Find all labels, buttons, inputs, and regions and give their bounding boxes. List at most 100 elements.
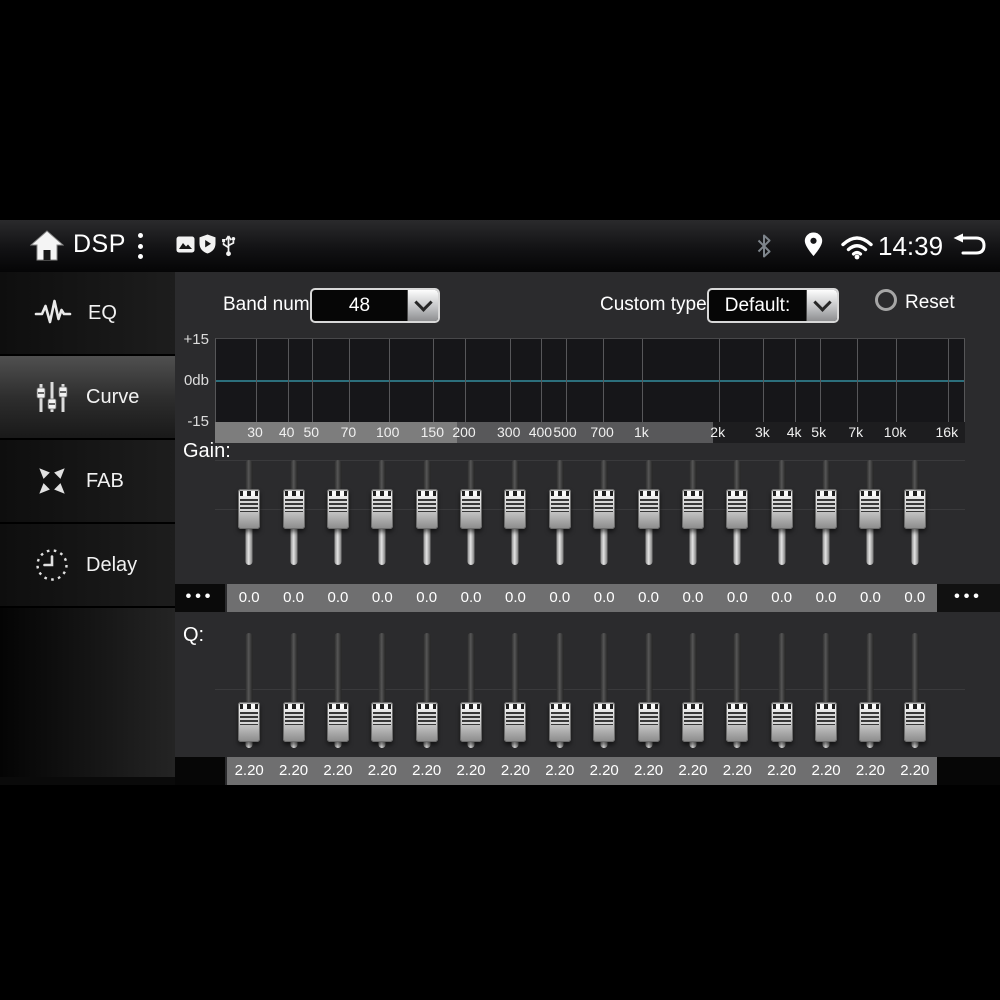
slider-thumb[interactable] [726, 702, 749, 742]
gain-slider-16[interactable] [893, 454, 937, 570]
slider-thumb[interactable] [859, 702, 882, 742]
slider-track-upper [645, 633, 653, 722]
gain-slider-6[interactable] [449, 454, 493, 570]
reset-label[interactable]: Reset [905, 292, 955, 313]
gain-slider-12[interactable] [715, 454, 759, 570]
custom-type-dropdown[interactable]: Default: [707, 288, 839, 323]
slider-thumb[interactable] [326, 489, 349, 529]
gain-slider-11[interactable] [671, 454, 715, 570]
sidebar-item-eq[interactable]: EQ [0, 272, 175, 356]
gain-overflow-left-button[interactable]: ••• [175, 584, 225, 612]
gain-overflow-right-button[interactable]: ••• [937, 584, 1000, 612]
gain-slider-13[interactable] [760, 454, 804, 570]
band-num-label: Band num: [223, 294, 315, 315]
q-slider-6[interactable] [449, 630, 493, 750]
slider-thumb[interactable] [903, 702, 926, 742]
slider-thumb[interactable] [681, 702, 704, 742]
gain-value-10: 0.0 [638, 589, 659, 606]
slider-thumb[interactable] [504, 489, 527, 529]
slider-thumb[interactable] [326, 702, 349, 742]
slider-thumb[interactable] [637, 702, 660, 742]
more-vertical-icon[interactable] [137, 233, 143, 259]
chevron-down-icon[interactable] [407, 290, 438, 321]
q-slider-2[interactable] [271, 630, 315, 750]
q-slider-12[interactable] [715, 630, 759, 750]
slider-track-lower [733, 509, 741, 565]
slider-track-upper [778, 460, 786, 509]
slider-thumb[interactable] [238, 489, 261, 529]
freq-gridline [603, 339, 605, 422]
freq-tick-label: 40 [278, 424, 295, 440]
slider-track-upper [866, 633, 874, 722]
chevron-down-icon[interactable] [806, 290, 837, 321]
q-slider-11[interactable] [671, 630, 715, 750]
slider-track-lower [290, 509, 298, 565]
q-value-7: 2.20 [500, 762, 531, 779]
q-slider-5[interactable] [405, 630, 449, 750]
q-slider-16[interactable] [893, 630, 937, 750]
slider-thumb[interactable] [859, 489, 882, 529]
gain-slider-9[interactable] [582, 454, 626, 570]
slider-thumb[interactable] [415, 702, 438, 742]
slider-thumb[interactable] [548, 489, 571, 529]
gain-slider-4[interactable] [360, 454, 404, 570]
home-icon[interactable] [30, 230, 64, 261]
slider-thumb[interactable] [815, 702, 838, 742]
slider-thumb[interactable] [415, 489, 438, 529]
gain-sliders [227, 454, 937, 570]
q-slider-8[interactable] [538, 630, 582, 750]
sidebar-item-fab[interactable]: FAB [0, 440, 175, 524]
slider-thumb[interactable] [815, 489, 838, 529]
back-icon[interactable] [950, 233, 988, 259]
gain-slider-3[interactable] [316, 454, 360, 570]
slider-thumb[interactable] [903, 489, 926, 529]
slider-thumb[interactable] [238, 702, 261, 742]
slider-thumb[interactable] [282, 702, 305, 742]
q-slider-9[interactable] [582, 630, 626, 750]
gain-slider-7[interactable] [493, 454, 537, 570]
q-value-4: 2.20 [367, 762, 397, 779]
freq-gridline [349, 339, 351, 422]
band-num-dropdown[interactable]: 48 [310, 288, 440, 323]
slider-thumb[interactable] [371, 702, 394, 742]
slider-thumb[interactable] [637, 489, 660, 529]
gain-slider-2[interactable] [271, 454, 315, 570]
slider-thumb[interactable] [593, 489, 616, 529]
gain-slider-5[interactable] [405, 454, 449, 570]
reset-radio[interactable] [875, 289, 897, 311]
slider-thumb[interactable] [282, 489, 305, 529]
q-slider-14[interactable] [804, 630, 848, 750]
slider-thumb[interactable] [460, 489, 483, 529]
slider-thumb[interactable] [681, 489, 704, 529]
eq-curve-graph[interactable]: 30 40 50 70 100 150 200 300 400 500 700 1k 2k 3k 4k 5k 7… [215, 338, 965, 443]
q-slider-7[interactable] [493, 630, 537, 750]
slider-thumb[interactable] [371, 489, 394, 529]
slider-track-upper [822, 633, 830, 722]
slider-thumb[interactable] [504, 702, 527, 742]
slider-thumb[interactable] [770, 489, 793, 529]
slider-thumb[interactable] [593, 702, 616, 742]
slider-thumb[interactable] [460, 702, 483, 742]
gain-slider-15[interactable] [848, 454, 892, 570]
slider-thumb[interactable] [726, 489, 749, 529]
eq-plot-area[interactable] [215, 338, 965, 422]
q-slider-4[interactable] [360, 630, 404, 750]
q-slider-13[interactable] [760, 630, 804, 750]
slider-thumb[interactable] [548, 702, 571, 742]
sidebar-item-label: EQ [88, 301, 117, 324]
q-slider-15[interactable] [848, 630, 892, 750]
gain-slider-8[interactable] [538, 454, 582, 570]
sidebar-item-delay[interactable]: Delay [0, 524, 175, 608]
gain-slider-10[interactable] [626, 454, 670, 570]
gain-slider-1[interactable] [227, 454, 271, 570]
slider-track-lower [378, 509, 386, 565]
slider-track-upper [290, 460, 298, 509]
q-slider-3[interactable] [316, 630, 360, 750]
guide-line [215, 460, 965, 461]
q-slider-10[interactable] [626, 630, 670, 750]
slider-thumb[interactable] [770, 702, 793, 742]
sidebar-item-curve[interactable]: Curve [0, 356, 175, 440]
q-value-15: 2.20 [855, 762, 886, 779]
q-slider-1[interactable] [227, 630, 271, 750]
gain-slider-14[interactable] [804, 454, 848, 570]
